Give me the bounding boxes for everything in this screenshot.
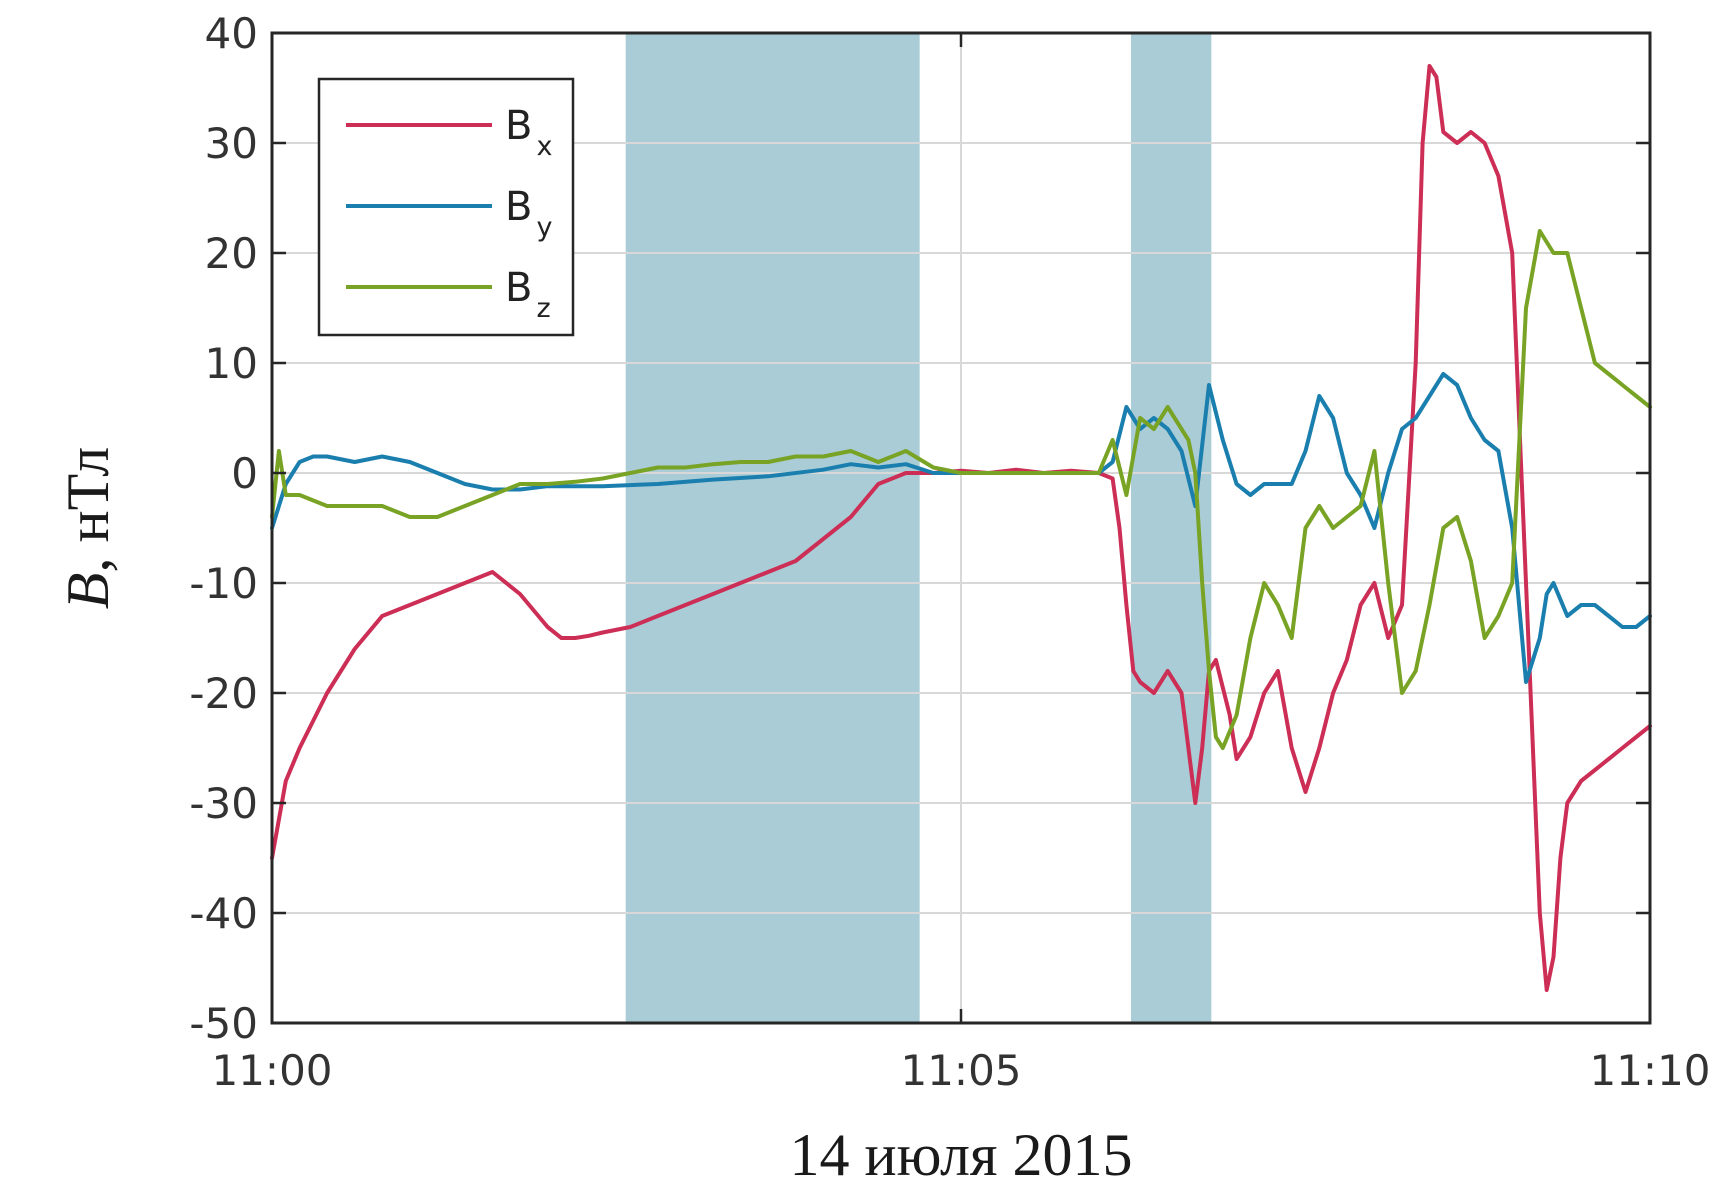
y-tick-label: 10 [205, 339, 258, 388]
series-line-bz [270, 229, 1652, 750]
y-tick-label: -10 [189, 559, 258, 608]
x-tick-label: 11:10 [1589, 1046, 1710, 1095]
y-tick-label: -50 [189, 999, 258, 1048]
y-tick-label: 30 [205, 119, 258, 168]
y-tick-label: -40 [189, 889, 258, 938]
y-axis-label: B, нТл [55, 447, 121, 609]
x-tick-label: 11:05 [900, 1046, 1021, 1095]
y-tick-label: -20 [189, 669, 258, 718]
y-tick-labels: 40 30 20 10 0 -10 -20 -30 -40 -50 [189, 9, 258, 1048]
y-tick-label: 0 [231, 449, 258, 498]
series-line-by [270, 372, 1652, 684]
x-axis-label: 14 июля 2015 [790, 1122, 1133, 1188]
shaded-interval-1 [625, 33, 920, 1023]
series-line-bx [270, 64, 1652, 992]
series-lines [270, 64, 1652, 992]
tick-marks [270, 31, 1652, 1025]
x-tick-label: 11:00 [211, 1046, 332, 1095]
x-tick-labels: 11:00 11:05 11:10 [211, 1046, 1710, 1095]
y-tick-label: 20 [205, 229, 258, 278]
y-tick-label: 40 [205, 9, 258, 58]
y-tick-label: -30 [189, 779, 258, 828]
